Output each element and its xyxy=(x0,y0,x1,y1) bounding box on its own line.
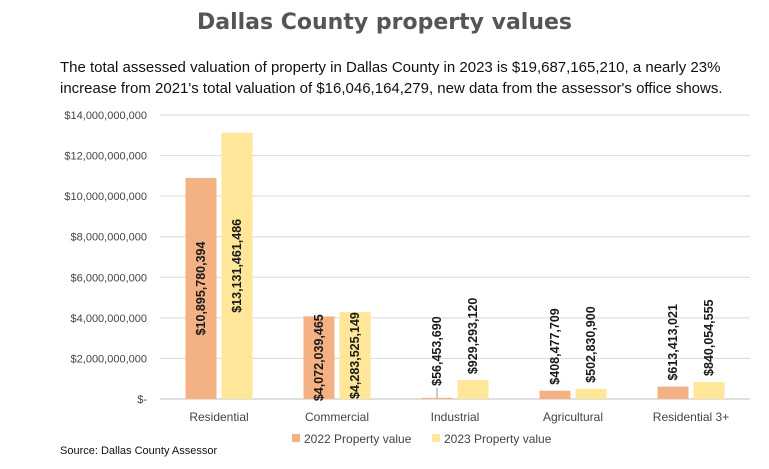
legend-swatch xyxy=(432,434,440,442)
bar-2023 xyxy=(693,381,725,399)
bar-2022 xyxy=(539,390,571,399)
data-label: $613,413,021 xyxy=(666,304,680,381)
data-label: $502,830,900 xyxy=(584,306,598,383)
y-axis-ticks: $- $2,000,000,000 $4,000,000,000 $6,000,000… xyxy=(64,110,147,406)
source-note: Source: Dallas County Assessor xyxy=(60,445,218,457)
y-tick-label: $10,000,000,000 xyxy=(64,191,147,203)
chart-title: Dallas County property values xyxy=(196,10,573,35)
data-label: $10,895,780,394 xyxy=(194,242,208,336)
legend: 2022 Property value 2023 Property value xyxy=(292,432,552,446)
x-axis-categories: Residential Commercial Industrial Agricultu… xyxy=(189,410,729,424)
data-labels: $10,895,780,394 $13,131,461,486 $4,072,039… xyxy=(194,219,716,401)
data-label: $56,453,690 xyxy=(430,316,444,386)
bar-2023 xyxy=(221,132,253,399)
bar-2022 xyxy=(657,386,689,399)
bar-2023 xyxy=(575,388,607,399)
y-tick-label: $4,000,000,000 xyxy=(71,313,147,325)
y-tick-label: $8,000,000,000 xyxy=(71,232,147,244)
data-label: $840,054,555 xyxy=(702,299,716,376)
data-label: $4,283,525,149 xyxy=(348,312,362,399)
data-label: $408,477,709 xyxy=(548,308,562,385)
y-tick-label: $- xyxy=(137,394,147,406)
category-label: Residential 3+ xyxy=(653,410,729,424)
y-tick-label: $2,000,000,000 xyxy=(71,353,147,365)
data-label: $929,293,120 xyxy=(466,298,480,375)
bar-2023 xyxy=(457,380,489,399)
category-label: Agricultural xyxy=(543,410,603,424)
bar-2022 xyxy=(421,397,453,399)
bar-2023 xyxy=(339,312,371,399)
category-label: Residential xyxy=(189,410,248,424)
bar-2022 xyxy=(303,316,335,399)
y-tick-label: $14,000,000,000 xyxy=(64,110,147,122)
chart-subtitle: The total assessed valuation of property… xyxy=(60,59,723,97)
category-label: Industrial xyxy=(431,410,480,424)
legend-label: 2022 Property value xyxy=(304,432,412,446)
category-label: Commercial xyxy=(305,410,369,424)
gridlines xyxy=(160,114,750,400)
bars xyxy=(185,132,725,399)
bar-2022 xyxy=(185,177,217,399)
data-label: $4,072,039,465 xyxy=(312,314,326,401)
legend-swatch xyxy=(292,434,300,442)
y-tick-label: $12,000,000,000 xyxy=(64,151,147,163)
data-label: $13,131,461,486 xyxy=(230,219,244,313)
legend-label: 2023 Property value xyxy=(444,432,552,446)
y-tick-label: $6,000,000,000 xyxy=(71,272,147,284)
